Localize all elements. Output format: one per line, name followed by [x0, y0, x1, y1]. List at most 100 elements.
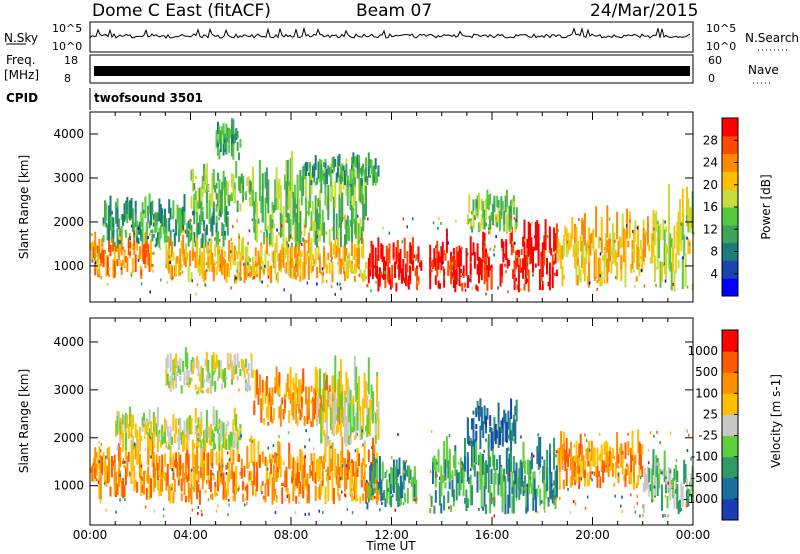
data-cell: [234, 493, 236, 497]
data-cell: [452, 255, 455, 273]
data-cell: [211, 463, 214, 467]
cpid-value: twofsound 3501: [94, 91, 203, 105]
data-cell: [438, 481, 441, 506]
data-cell: [256, 383, 259, 395]
data-cell: [616, 211, 619, 240]
data-cell: [210, 449, 212, 466]
data-cell: [690, 208, 693, 229]
data-cell: [150, 229, 152, 233]
data-cell: [183, 476, 186, 496]
y-tick-label: 1000: [53, 479, 84, 493]
data-cell: [611, 447, 614, 459]
data-cell: [372, 461, 374, 484]
data-cell: [642, 513, 644, 517]
data-cell: [198, 373, 201, 382]
data-cell: [591, 478, 593, 482]
data-cell: [317, 408, 320, 417]
data-cell: [110, 210, 113, 215]
data-cell: [600, 444, 603, 467]
data-cell: [169, 207, 172, 220]
data-cell: [355, 201, 358, 231]
data-cell: [402, 259, 405, 281]
data-cell: [311, 219, 313, 223]
data-cell: [330, 407, 333, 431]
data-cell: [451, 261, 454, 265]
data-cell: [212, 260, 215, 263]
data-cell: [153, 509, 156, 513]
data-cell: [455, 219, 457, 223]
data-cell: [363, 269, 366, 282]
data-cell: [151, 436, 154, 460]
data-cell: [229, 194, 232, 202]
data-cell: [95, 259, 98, 270]
data-cell: [360, 180, 363, 205]
data-cell: [472, 216, 475, 220]
data-cell: [233, 133, 236, 139]
data-cell: [309, 228, 311, 232]
data-cell: [353, 155, 356, 167]
data-cell: [337, 379, 340, 409]
data-cell: [157, 232, 159, 241]
data-cell: [358, 273, 360, 277]
data-cell: [148, 193, 151, 214]
data-cell: [113, 260, 116, 278]
data-cell: [338, 385, 341, 406]
data-cell: [225, 424, 228, 437]
data-cell: [260, 230, 262, 234]
data-cell: [637, 224, 640, 258]
data-cell: [469, 440, 472, 444]
data-cell: [436, 240, 439, 255]
data-cell: [450, 505, 453, 512]
data-cell: [171, 373, 173, 386]
data-cell: [659, 261, 662, 288]
data-cell: [575, 226, 578, 261]
data-cell: [91, 241, 94, 260]
data-cell: [613, 456, 616, 460]
x-tick-label: 08:00: [274, 528, 309, 542]
data-cell: [360, 226, 363, 244]
data-cell: [331, 472, 334, 501]
data-cell: [684, 253, 687, 287]
data-cell: [173, 265, 176, 277]
data-cell: [544, 219, 547, 251]
data-cell: [530, 237, 533, 260]
data-cell: [499, 210, 501, 232]
data-cell: [516, 477, 519, 490]
data-cell: [221, 444, 224, 451]
data-cell: [303, 416, 306, 427]
data-cell: [493, 496, 496, 506]
data-cell: [339, 282, 342, 286]
data-cell: [430, 495, 433, 507]
time-axis-title: Time UT: [365, 539, 416, 553]
data-cell: [179, 207, 182, 216]
data-cell: [240, 277, 242, 281]
data-cell: [197, 387, 200, 395]
data-cell: [415, 258, 417, 262]
data-cell: [141, 484, 144, 493]
data-cell: [186, 418, 189, 438]
data-cell: [108, 446, 111, 466]
data-cell: [308, 512, 310, 516]
data-cell: [478, 258, 480, 279]
data-cell: [334, 159, 337, 167]
y-tick-label: 4000: [53, 335, 84, 349]
data-cell: [440, 247, 443, 271]
data-cell: [346, 220, 349, 241]
data-cell: [162, 471, 165, 478]
data-cell: [683, 234, 686, 257]
data-cell: [279, 456, 282, 478]
data-cell: [291, 393, 293, 416]
data-cell: [265, 229, 268, 238]
data-cell: [164, 426, 166, 444]
data-cell: [673, 271, 676, 292]
data-cell: [249, 264, 252, 270]
data-cell: [277, 271, 279, 284]
data-cell: [224, 186, 226, 208]
data-cell: [203, 441, 206, 449]
data-cell: [398, 486, 401, 507]
data-cell: [279, 249, 282, 265]
data-cell: [189, 222, 192, 229]
data-cell: [439, 283, 441, 289]
data-cell: [203, 463, 206, 481]
data-cell: [493, 253, 495, 257]
